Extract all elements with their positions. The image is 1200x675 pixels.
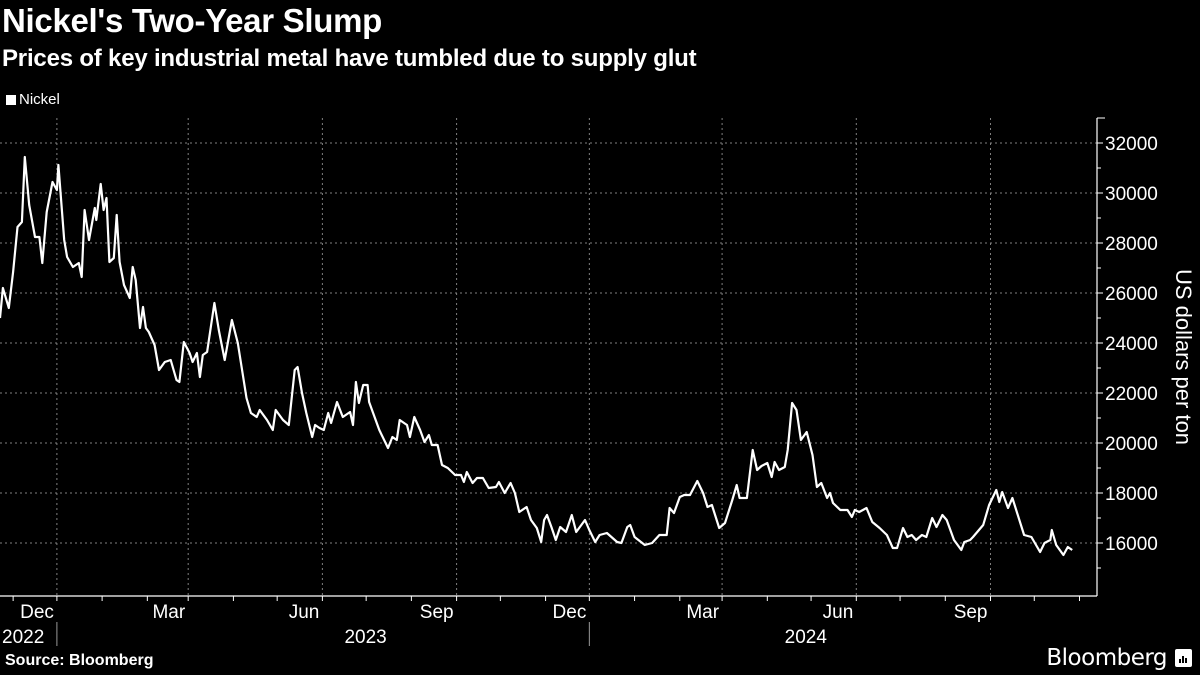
x-axis-labels: Dec Mar Jun Sep Dec Mar Jun Sep 2022 2023 2024 <box>2 602 988 648</box>
legend: Nickel <box>6 91 60 108</box>
series-line-nickel <box>0 155 1073 557</box>
y-tick-label: 20000 <box>1105 434 1158 455</box>
y-tick-label: 18000 <box>1105 484 1158 505</box>
bloomberg-chart-icon <box>1175 649 1192 667</box>
x-tick-label: Jun <box>823 602 854 623</box>
y-tick-label: 24000 <box>1105 334 1158 355</box>
x-tick-label: Jun <box>289 602 320 623</box>
y-axis-title: US dollars per ton <box>1171 269 1196 445</box>
y-axis-labels: 16000 18000 20000 22000 24000 26000 28000 30000… <box>1105 134 1158 555</box>
chart-title: Nickel's Two-Year Slump <box>2 2 382 39</box>
source-note: Source: Bloomberg <box>5 652 154 669</box>
y-tick-label: 28000 <box>1105 234 1158 255</box>
axes <box>0 117 1105 646</box>
gridlines <box>0 118 1097 596</box>
y-tick-label: 22000 <box>1105 384 1158 405</box>
year-label: 2022 <box>2 627 44 648</box>
year-label: 2024 <box>785 627 828 648</box>
y-tick-label: 16000 <box>1105 534 1158 555</box>
year-label: 2023 <box>344 627 386 648</box>
x-tick-label: Mar <box>686 602 719 623</box>
x-tick-label: Sep <box>954 602 988 623</box>
y-tick-label: 26000 <box>1105 284 1158 305</box>
bloomberg-logo: Bloomberg <box>1046 645 1192 671</box>
chart-subtitle: Prices of key industrial metal have tumb… <box>2 45 697 72</box>
data-points <box>0 157 1072 555</box>
legend-swatch-nickel <box>6 94 16 105</box>
x-tick-label: Mar <box>152 602 185 623</box>
x-tick-label: Sep <box>420 602 454 623</box>
y-tick-label: 30000 <box>1105 184 1158 205</box>
y-tick-label: 32000 <box>1105 134 1158 155</box>
legend-label-nickel: Nickel <box>19 91 60 108</box>
x-tick-label: Dec <box>553 602 587 623</box>
bloomberg-wordmark: Bloomberg <box>1046 645 1167 671</box>
x-tick-label: Dec <box>20 602 54 623</box>
